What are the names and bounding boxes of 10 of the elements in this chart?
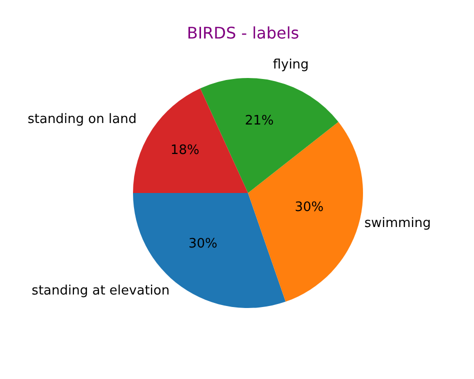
slice-label: swimming	[364, 216, 431, 232]
data-label: 18%	[170, 143, 200, 158]
pie-slice	[200, 78, 338, 193]
slice-label: flying	[272, 58, 309, 73]
data-label: 30%	[294, 200, 324, 215]
chart-title: BIRDS - labels	[186, 24, 300, 42]
slice-label: standing at elevation	[32, 284, 170, 299]
slice-label: standing on land	[28, 112, 137, 128]
data-label: 21%	[244, 113, 274, 128]
data-label: 30%	[188, 236, 218, 252]
